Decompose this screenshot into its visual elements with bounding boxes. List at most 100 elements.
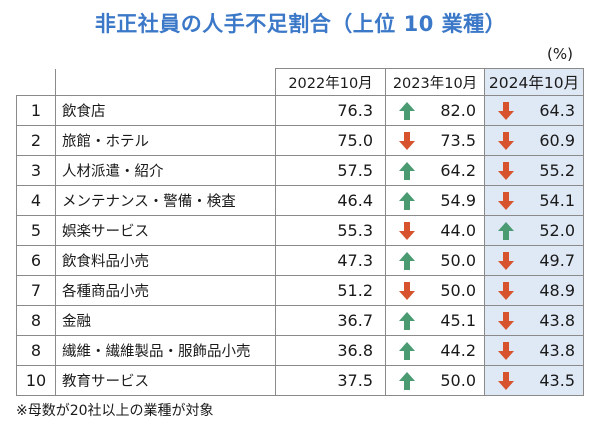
rank-cell: 1 xyxy=(16,95,56,126)
arrow-up-icon xyxy=(399,341,415,360)
cell-value: 54.9 xyxy=(440,191,476,210)
value-2023-cell: 44.0 xyxy=(385,215,485,246)
value-2023-cell: 44.2 xyxy=(385,335,485,366)
table-row: 6 飲食料品小売 47.3 50.0 49.7 xyxy=(16,245,584,276)
rank-cell: 8 xyxy=(16,335,56,366)
value-2023-cell: 54.9 xyxy=(385,185,485,216)
value-2024-cell: 55.2 xyxy=(484,155,584,186)
value-2022-cell: 36.8 xyxy=(275,335,386,366)
table-row: 3 人材派遣・紹介 57.5 64.2 55.2 xyxy=(16,155,584,186)
arrow-down-icon xyxy=(399,131,415,150)
arrow-up-icon xyxy=(399,311,415,330)
table-row: 8 繊維・繊維製品・服飾品小売 36.8 44.2 43.8 xyxy=(16,335,584,366)
arrow-up-icon xyxy=(399,251,415,270)
value-2023-cell: 50.0 xyxy=(385,365,485,396)
table-row: 1 飲食店 76.3 82.0 64.3 xyxy=(16,95,584,126)
arrow-down-icon xyxy=(498,251,514,270)
value-2024-cell: 43.5 xyxy=(484,365,584,396)
rank-cell: 2 xyxy=(16,125,56,156)
arrow-up-icon xyxy=(399,371,415,390)
industry-cell: 各種商品小売 xyxy=(55,275,276,306)
table-row: 4 メンテナンス・警備・検査 46.4 54.9 54.1 xyxy=(16,185,584,216)
industry-cell: 飲食店 xyxy=(55,95,276,126)
value-2022-cell: 47.3 xyxy=(275,245,386,276)
arrow-down-icon xyxy=(498,311,514,330)
cell-value: 82.0 xyxy=(440,101,476,120)
arrow-down-icon xyxy=(498,371,514,390)
arrow-down-icon xyxy=(399,221,415,240)
rank-cell: 4 xyxy=(16,185,56,216)
value-2022-cell: 57.5 xyxy=(275,155,386,186)
footnote: ※母数が20社以上の業種が対象 xyxy=(16,403,214,419)
value-2023-cell: 73.5 xyxy=(385,125,485,156)
header-2022: 2022年10月 xyxy=(275,68,386,96)
value-2024-cell: 48.9 xyxy=(484,275,584,306)
value-2022-cell: 36.7 xyxy=(275,305,386,336)
cell-value: 49.7 xyxy=(539,251,575,270)
industry-cell: メンテナンス・警備・検査 xyxy=(55,185,276,216)
cell-value: 50.0 xyxy=(440,371,476,390)
rank-cell: 6 xyxy=(16,245,56,276)
header-rank xyxy=(16,68,56,96)
table-row: 5 娯楽サービス 55.3 44.0 52.0 xyxy=(16,215,584,246)
table-row: 2 旅館・ホテル 75.0 73.5 60.9 xyxy=(16,125,584,156)
industry-cell: 飲食料品小売 xyxy=(55,245,276,276)
cell-value: 44.0 xyxy=(440,221,476,240)
table-row: 8 金融 36.7 45.1 43.8 xyxy=(16,305,584,336)
cell-value: 64.3 xyxy=(539,101,575,120)
header-row: 2022年10月 2023年10月 2024年10月 xyxy=(16,68,584,96)
arrow-down-icon xyxy=(498,131,514,150)
value-2023-cell: 45.1 xyxy=(385,305,485,336)
unit-label: (%) xyxy=(547,45,573,63)
industry-cell: 教育サービス xyxy=(55,365,276,396)
value-2022-cell: 37.5 xyxy=(275,365,386,396)
arrow-up-icon xyxy=(399,191,415,210)
value-2024-cell: 43.8 xyxy=(484,305,584,336)
value-2023-cell: 50.0 xyxy=(385,245,485,276)
industry-cell: 娯楽サービス xyxy=(55,215,276,246)
cell-value: 43.8 xyxy=(539,311,575,330)
cell-value: 73.5 xyxy=(440,131,476,150)
value-2022-cell: 75.0 xyxy=(275,125,386,156)
cell-value: 44.2 xyxy=(440,341,476,360)
arrow-down-icon xyxy=(498,101,514,120)
arrow-down-icon xyxy=(498,341,514,360)
arrow-up-icon xyxy=(399,101,415,120)
cell-value: 43.8 xyxy=(539,341,575,360)
value-2024-cell: 60.9 xyxy=(484,125,584,156)
page-title: 非正社員の人手不足割合（上位 10 業種） xyxy=(94,12,507,36)
arrow-down-icon xyxy=(498,191,514,210)
value-2024-cell: 64.3 xyxy=(484,95,584,126)
cell-value: 52.0 xyxy=(539,221,575,240)
value-2022-cell: 51.2 xyxy=(275,275,386,306)
industry-cell: 繊維・繊維製品・服飾品小売 xyxy=(55,335,276,366)
value-2023-cell: 82.0 xyxy=(385,95,485,126)
industry-cell: 旅館・ホテル xyxy=(55,125,276,156)
cell-value: 48.9 xyxy=(539,281,575,300)
cell-value: 50.0 xyxy=(440,251,476,270)
value-2022-cell: 76.3 xyxy=(275,95,386,126)
value-2024-cell: 54.1 xyxy=(484,185,584,216)
value-2024-cell: 52.0 xyxy=(484,215,584,246)
value-2022-cell: 55.3 xyxy=(275,215,386,246)
cell-value: 50.0 xyxy=(440,281,476,300)
arrow-down-icon xyxy=(399,281,415,300)
cell-value: 60.9 xyxy=(539,131,575,150)
arrow-up-icon xyxy=(498,221,514,240)
rank-cell: 10 xyxy=(16,365,56,396)
cell-value: 64.2 xyxy=(440,161,476,180)
shortage-table: 2022年10月 2023年10月 2024年10月 1 飲食店 76.3 82.0 6… xyxy=(16,68,584,396)
value-2023-cell: 64.2 xyxy=(385,155,485,186)
arrow-down-icon xyxy=(498,281,514,300)
table-row: 10 教育サービス 37.5 50.0 43.5 xyxy=(16,365,584,396)
header-industry xyxy=(55,68,276,96)
value-2022-cell: 46.4 xyxy=(275,185,386,216)
header-2023: 2023年10月 xyxy=(385,68,485,96)
arrow-down-icon xyxy=(498,161,514,180)
industry-cell: 金融 xyxy=(55,305,276,336)
cell-value: 45.1 xyxy=(440,311,476,330)
rank-cell: 5 xyxy=(16,215,56,246)
rank-cell: 8 xyxy=(16,305,56,336)
header-2024: 2024年10月 xyxy=(484,68,584,96)
industry-cell: 人材派遣・紹介 xyxy=(55,155,276,186)
